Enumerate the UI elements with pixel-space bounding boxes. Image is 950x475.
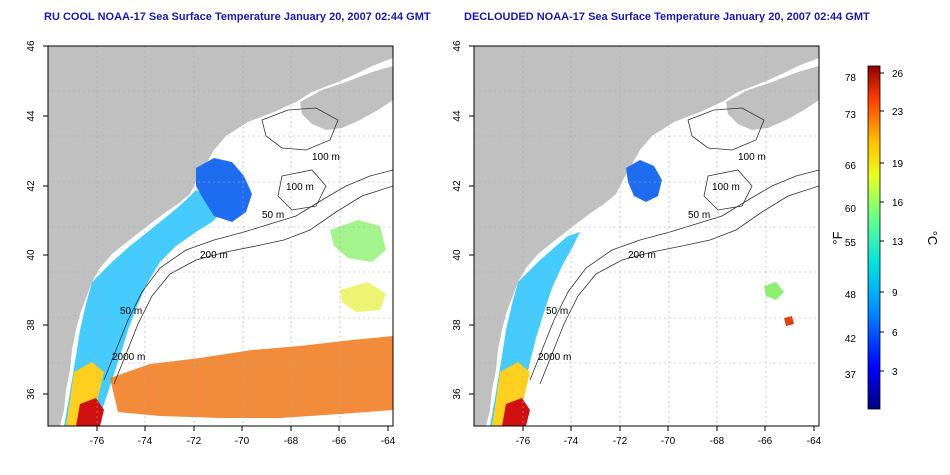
colorbar-c-tick-label: 19 <box>892 159 904 170</box>
colorbar-c-tick-label: 6 <box>892 328 898 339</box>
left-gridlines <box>48 46 393 426</box>
x-tick-label: -74 <box>564 436 579 447</box>
right-map-panel: 100 m 100 m 50 m 200 m 50 m 2000 m <box>473 45 820 427</box>
colorbar-c-tick-label: 9 <box>892 288 898 299</box>
right-land <box>474 46 819 426</box>
y-tick-label: 44 <box>26 110 37 122</box>
right-contour-label-5: 50 m <box>546 306 568 317</box>
y-tick-label: 38 <box>26 319 37 331</box>
y-tick-label: 38 <box>452 319 463 331</box>
left-contour-label-4: 200 m <box>200 250 228 261</box>
y-tick-label: 40 <box>26 249 37 261</box>
x-tick-label: -68 <box>284 436 299 447</box>
colorbar-f-tick-label: 66 <box>845 161 857 172</box>
colorbar-c-tick-label: 26 <box>892 69 904 80</box>
left-sst-offshore-green <box>330 220 386 262</box>
right-contour-label-2: 100 m <box>712 182 740 193</box>
axis-ticks: -76 -74 -72 -70 -68 -66 -64 36 38 40 42 44 46 -76 -74 -… <box>26 40 822 447</box>
x-tick-label: -68 <box>710 436 725 447</box>
right-gridlines <box>474 46 819 426</box>
right-map-frame <box>473 45 820 427</box>
right-nova-scotia <box>726 66 819 130</box>
colorbar-unit-f: °F <box>830 231 845 244</box>
colorbar-f-tick-label: 60 <box>845 204 857 215</box>
x-tick-label: -66 <box>758 436 773 447</box>
colorbar-c-tick-label: 3 <box>892 367 898 378</box>
y-tick-label: 46 <box>26 40 37 52</box>
colorbar: °F °C 78 73 66 60 55 48 42 37 26 23 19 16 13 9 6 3 <box>830 65 940 410</box>
left-nova-scotia <box>300 66 393 130</box>
right-contour-label-6: 2000 m <box>538 352 571 363</box>
y-tick-label: 40 <box>452 249 463 261</box>
x-tick-label: -76 <box>516 436 531 447</box>
right-contour-label-4: 200 m <box>628 250 656 261</box>
right-sst-hot-corner <box>502 398 530 426</box>
y-tick-label: 36 <box>452 388 463 400</box>
right-panel-title: DECLOUDED NOAA-17 Sea Surface Temperatur… <box>464 11 870 23</box>
x-tick-label: -64 <box>381 436 396 447</box>
colorbar-f-tick-label: 73 <box>845 110 857 121</box>
x-tick-label: -76 <box>90 436 105 447</box>
left-map-frame <box>47 45 394 427</box>
y-tick-label: 42 <box>452 180 463 192</box>
y-tick-label: 42 <box>26 180 37 192</box>
colorbar-gradient <box>867 65 881 410</box>
colorbar-f-tick-label: 55 <box>845 238 857 249</box>
right-sst-gulf-maine <box>626 160 662 202</box>
left-contour-label-1: 100 m <box>312 152 340 163</box>
left-contour-label-6: 2000 m <box>112 352 145 363</box>
x-tick-label: -72 <box>187 436 202 447</box>
x-tick-label: -70 <box>235 436 250 447</box>
left-bathymetry-contours <box>103 107 393 385</box>
right-contour-label-1: 100 m <box>738 152 766 163</box>
left-contour-label-2: 100 m <box>286 182 314 193</box>
left-sst-gulf-maine <box>196 158 252 222</box>
x-tick-label: -66 <box>332 436 347 447</box>
left-sst-coastal <box>64 190 224 426</box>
left-sst-offshore-band <box>110 336 393 418</box>
x-tick-label: -72 <box>613 436 628 447</box>
left-contour-label-3: 50 m <box>262 210 284 221</box>
right-bathymetry-contours <box>529 107 819 385</box>
right-sst-patch-red <box>784 316 794 326</box>
right-sst-patch-green <box>764 282 784 300</box>
left-land <box>48 46 393 426</box>
x-tick-label: -70 <box>661 436 676 447</box>
left-sst-offshore-yellow <box>340 282 386 312</box>
colorbar-c-tick-label: 23 <box>892 107 904 118</box>
left-panel-title: RU COOL NOAA-17 Sea Surface Temperature … <box>44 11 431 23</box>
colorbar-c-tick-label: 16 <box>892 198 904 209</box>
left-map-panel: 100 m 100 m 50 m 200 m 50 m 2000 m <box>47 45 394 427</box>
colorbar-f-tick-label: 42 <box>845 334 857 345</box>
colorbar-ticks: 78 73 66 60 55 48 42 37 26 23 19 16 13 9 6 3 <box>845 69 904 381</box>
left-contour-label-5: 50 m <box>120 306 142 317</box>
colorbar-f-tick-label: 37 <box>845 370 857 381</box>
right-contour-label-3: 50 m <box>688 210 710 221</box>
colorbar-unit-c: °C <box>925 231 940 246</box>
colorbar-c-tick-label: 13 <box>892 237 904 248</box>
y-tick-label: 36 <box>26 388 37 400</box>
colorbar-f-tick-label: 78 <box>845 73 857 84</box>
left-sst-hot-corner <box>76 398 104 426</box>
x-tick-label: -64 <box>807 436 822 447</box>
y-tick-label: 44 <box>452 110 463 122</box>
x-tick-label: -74 <box>138 436 153 447</box>
y-tick-label: 46 <box>452 40 463 52</box>
colorbar-f-tick-label: 48 <box>845 290 857 301</box>
